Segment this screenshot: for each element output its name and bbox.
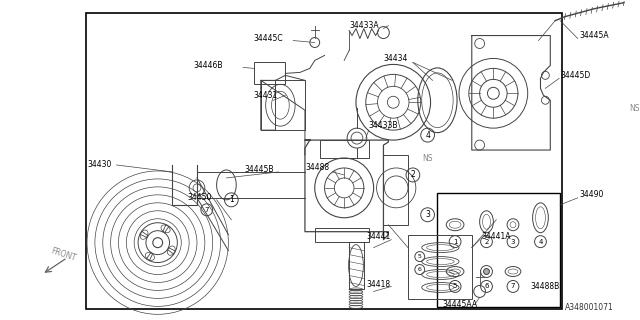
- Text: 6: 6: [418, 267, 422, 272]
- Bar: [86, 13, 562, 309]
- Bar: [383, 155, 408, 225]
- Text: 3: 3: [425, 210, 430, 219]
- Text: 34433B: 34433B: [369, 121, 398, 130]
- Text: 34430: 34430: [87, 160, 111, 170]
- Text: 34488: 34488: [305, 164, 329, 172]
- Text: 3: 3: [511, 239, 515, 245]
- Text: 34490: 34490: [580, 190, 604, 199]
- Text: 34445AA: 34445AA: [442, 300, 477, 309]
- Text: 5: 5: [418, 254, 422, 259]
- Bar: [319, 140, 369, 158]
- Text: 34434: 34434: [383, 54, 408, 63]
- Bar: [437, 193, 560, 307]
- Bar: [254, 62, 285, 84]
- Text: 6: 6: [484, 284, 489, 290]
- Text: 7: 7: [205, 207, 209, 213]
- Text: NS: NS: [629, 104, 639, 113]
- Text: 7: 7: [511, 284, 515, 290]
- Text: 34445D: 34445D: [560, 71, 590, 80]
- Text: 2: 2: [484, 239, 489, 245]
- Text: 2: 2: [410, 171, 415, 180]
- Text: A348001071: A348001071: [565, 303, 614, 312]
- Text: 34418: 34418: [367, 280, 391, 289]
- Bar: [408, 235, 472, 300]
- Text: 4: 4: [538, 239, 543, 245]
- Text: 34433A: 34433A: [349, 21, 379, 30]
- Text: 34441A: 34441A: [481, 232, 511, 241]
- Text: 1: 1: [453, 239, 458, 245]
- Bar: [260, 80, 305, 130]
- Text: 1: 1: [229, 195, 234, 204]
- Text: 4: 4: [425, 131, 430, 140]
- Text: 34431: 34431: [254, 91, 278, 100]
- Circle shape: [484, 268, 490, 275]
- Text: 5: 5: [453, 284, 458, 290]
- Text: 34488B: 34488B: [531, 282, 560, 291]
- Text: 34446B: 34446B: [193, 61, 223, 70]
- Text: 34445B: 34445B: [244, 165, 273, 174]
- Text: 34441: 34441: [367, 232, 391, 241]
- Bar: [315, 228, 369, 242]
- Text: 34445A: 34445A: [580, 31, 609, 40]
- Text: 34450: 34450: [187, 193, 212, 202]
- Text: NS: NS: [422, 154, 433, 163]
- Text: FRONT: FRONT: [50, 246, 77, 263]
- Text: 34445C: 34445C: [254, 34, 284, 43]
